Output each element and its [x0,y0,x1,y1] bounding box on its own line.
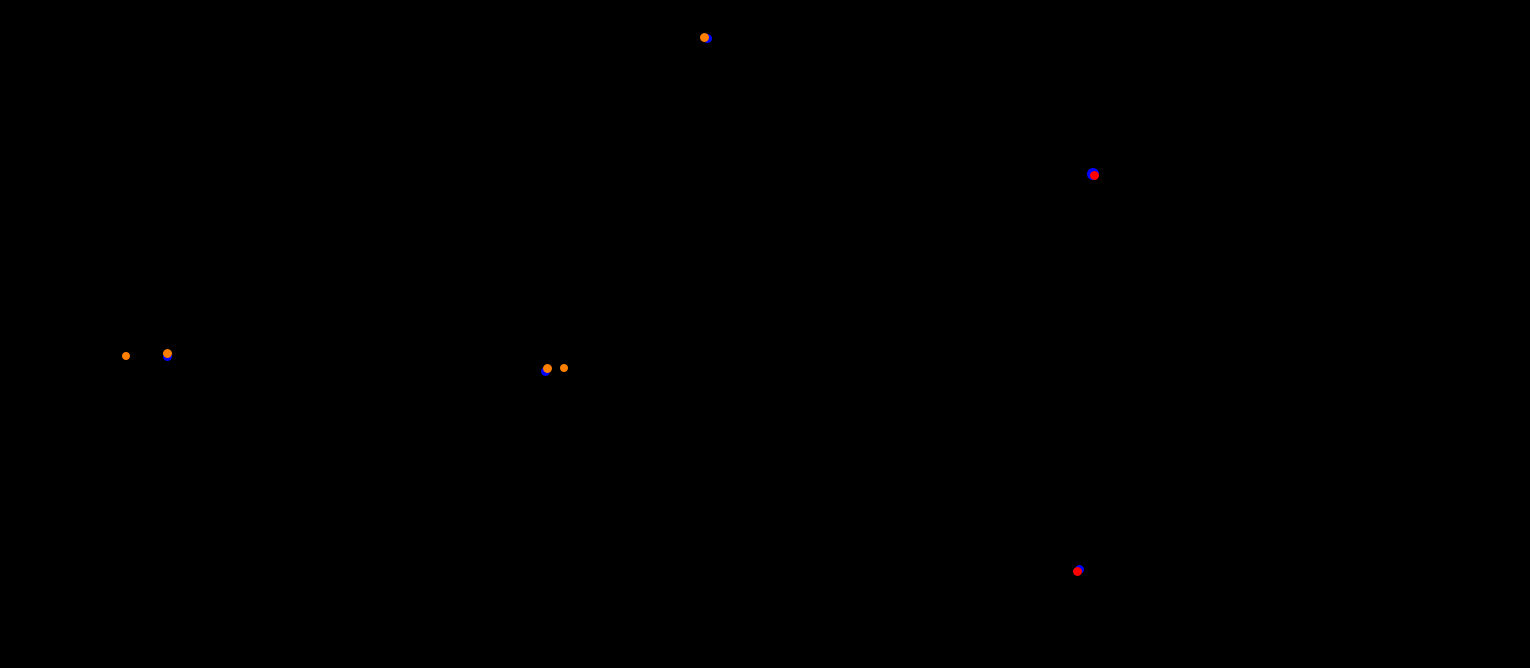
orange-body-dot [162,348,172,358]
orange-body-dot [542,363,552,373]
red-body-dot [1072,566,1082,576]
orange-body-dot [699,32,709,42]
red-body-dot [1089,170,1099,180]
orange-body-dot [122,352,130,360]
orange-body-dot [560,364,568,372]
